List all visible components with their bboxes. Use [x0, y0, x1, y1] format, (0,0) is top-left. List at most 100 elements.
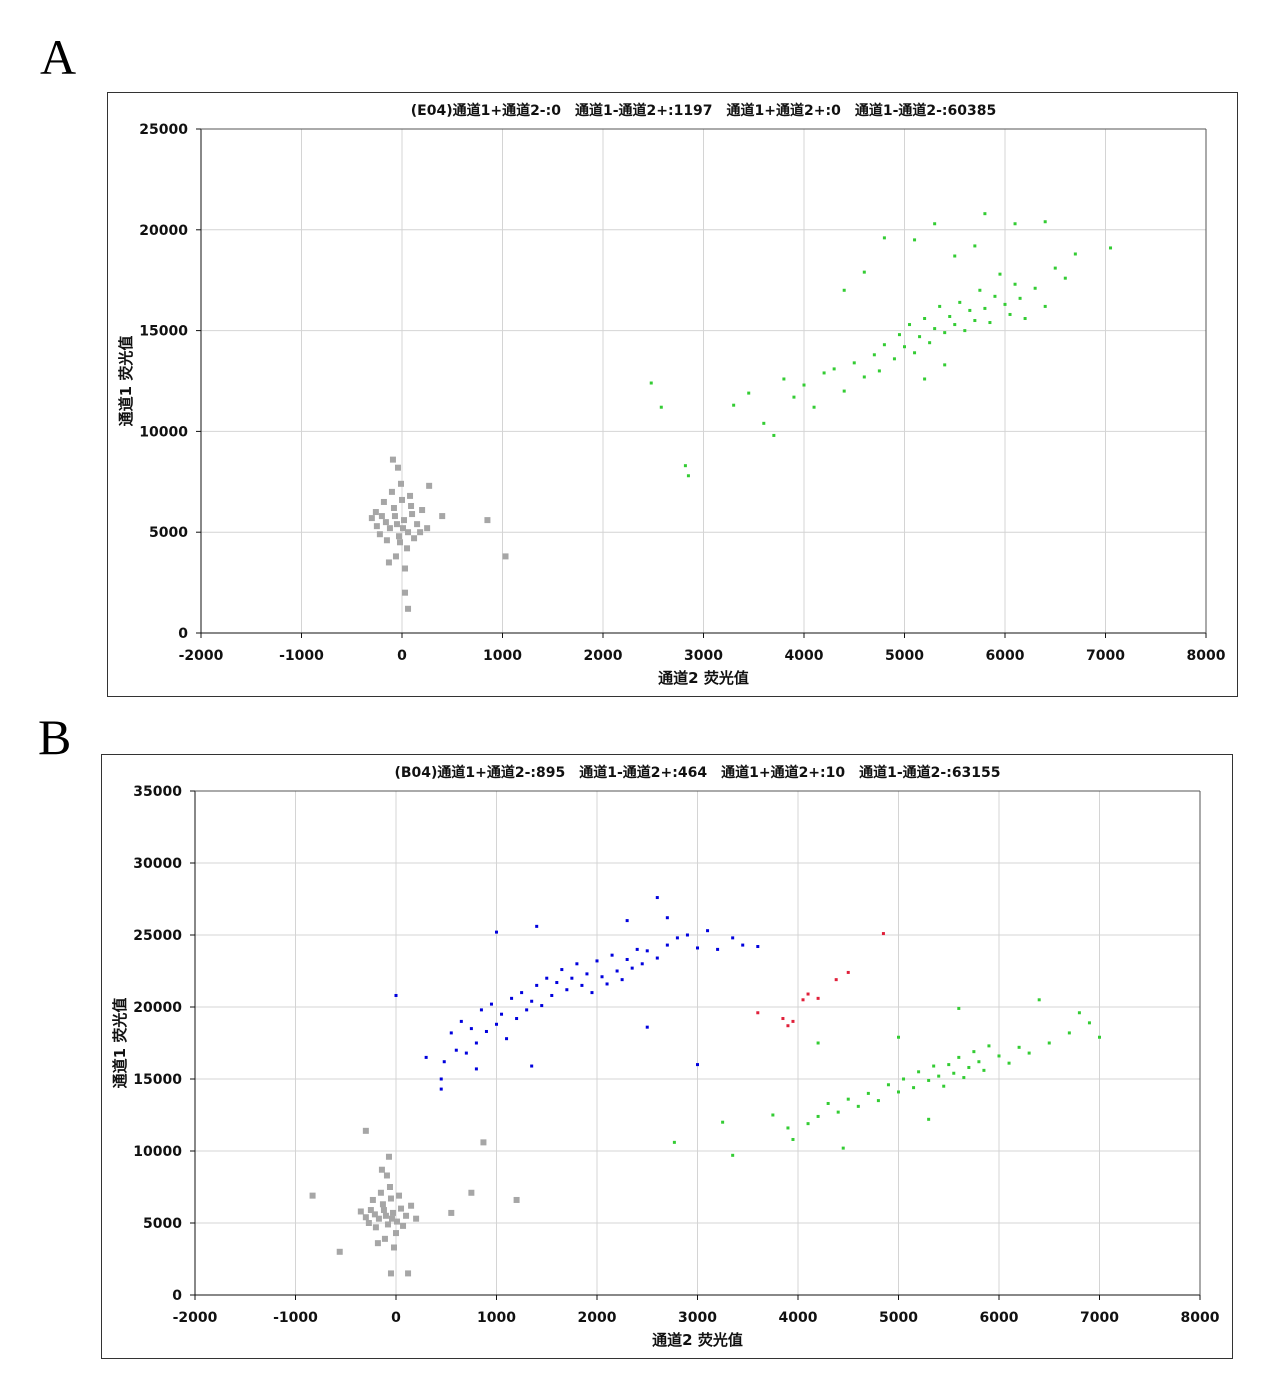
- scatter-chart-b: -2000 -1000 0 1000 2000 3000 4000 5000 6000 7000 8…: [101, 754, 1233, 1359]
- data-point: [336, 1248, 343, 1255]
- data-point: [419, 507, 426, 514]
- data-point: [832, 367, 836, 371]
- data-point: [394, 993, 398, 997]
- x-tick-label: -1000: [273, 1310, 318, 1326]
- data-point: [525, 1008, 529, 1012]
- data-point: [484, 517, 491, 524]
- data-point: [696, 946, 699, 950]
- data-point: [881, 932, 885, 936]
- data-point: [398, 1205, 405, 1212]
- data-point: [376, 531, 383, 538]
- data-point: [448, 1209, 455, 1216]
- data-point: [379, 1201, 386, 1208]
- data-point: [973, 319, 977, 323]
- data-point: [731, 936, 735, 940]
- data-point: [877, 369, 881, 373]
- x-axis-label: 通道2 荧光值: [658, 669, 749, 687]
- data-point: [927, 1117, 931, 1121]
- data-point: [389, 456, 396, 463]
- data-point: [371, 1211, 378, 1218]
- x-tick-label: -2000: [173, 1310, 218, 1326]
- y-tick-label: 10000: [133, 1144, 182, 1160]
- data-point: [367, 1207, 374, 1214]
- data-point: [393, 521, 400, 528]
- data-point: [649, 381, 653, 385]
- data-point: [892, 357, 896, 361]
- data-point: [540, 1004, 544, 1008]
- data-point: [998, 272, 1002, 276]
- data-point: [500, 1012, 504, 1016]
- data-point: [610, 953, 614, 957]
- data-point: [570, 976, 574, 980]
- data-point: [816, 996, 820, 1000]
- data-point: [952, 1071, 956, 1075]
- x-axis-label: 通道2 荧光值: [652, 1331, 743, 1349]
- data-point: [1067, 1031, 1071, 1035]
- data-point: [791, 1019, 795, 1023]
- data-point: [625, 919, 629, 923]
- data-point: [846, 970, 850, 974]
- data-point: [384, 1221, 391, 1228]
- data-point: [908, 323, 912, 327]
- x-tick-label: 1000: [483, 648, 522, 664]
- data-point: [382, 519, 389, 526]
- panel-label-a: A: [40, 29, 77, 85]
- data-point: [377, 1189, 384, 1196]
- data-point: [368, 515, 375, 522]
- y-axis-label: 通道1 荧光值: [111, 998, 129, 1089]
- data-point: [862, 270, 866, 274]
- data-point: [1013, 222, 1017, 226]
- data-point: [380, 498, 387, 505]
- data-point: [374, 1240, 381, 1247]
- data-point: [872, 353, 876, 357]
- data-point: [375, 1215, 382, 1222]
- y-axis-label: 通道1 荧光值: [117, 336, 135, 427]
- data-point: [1053, 266, 1057, 270]
- data-point: [605, 982, 609, 986]
- data-point: [365, 1220, 372, 1226]
- data-point: [480, 1139, 487, 1146]
- x-tick-label: 8000: [1187, 648, 1226, 664]
- data-point: [812, 405, 816, 409]
- data-point: [967, 1065, 971, 1069]
- data-point: [731, 1153, 735, 1157]
- data-point: [963, 329, 967, 333]
- data-point: [1033, 286, 1037, 290]
- data-point: [369, 1196, 376, 1203]
- data-point: [449, 1031, 453, 1035]
- data-point: [933, 222, 937, 226]
- data-point: [595, 959, 599, 963]
- data-point: [495, 1022, 498, 1026]
- data-point: [417, 529, 424, 536]
- data-point: [665, 943, 669, 947]
- data-point: [393, 1230, 399, 1237]
- data-point: [696, 1063, 699, 1067]
- data-point: [535, 924, 539, 928]
- y-tick-label: 0: [172, 1288, 182, 1304]
- data-point: [801, 998, 805, 1002]
- data-point: [387, 1195, 394, 1202]
- data-point: [937, 1074, 941, 1078]
- data-point: [856, 1104, 860, 1108]
- y-tick-label: 35000: [133, 784, 182, 800]
- data-point: [957, 1055, 961, 1059]
- data-point: [414, 521, 421, 528]
- data-point: [362, 1214, 369, 1221]
- data-point: [378, 1166, 385, 1173]
- data-point: [625, 957, 629, 961]
- x-tick-label: -2000: [179, 648, 224, 664]
- data-point: [913, 238, 917, 242]
- data-point: [515, 1017, 519, 1021]
- data-point: [686, 474, 690, 478]
- data-point: [1027, 1051, 1031, 1055]
- x-tick-label: 1000: [477, 1310, 516, 1326]
- data-point: [550, 993, 554, 997]
- y-tick-label: 30000: [133, 856, 182, 872]
- data-point: [530, 999, 534, 1003]
- data-point: [454, 1048, 458, 1052]
- x-tick-label: -1000: [279, 648, 324, 664]
- data-point: [1109, 246, 1113, 250]
- data-point: [672, 1140, 676, 1144]
- data-point: [380, 1207, 387, 1214]
- data-point: [973, 244, 977, 248]
